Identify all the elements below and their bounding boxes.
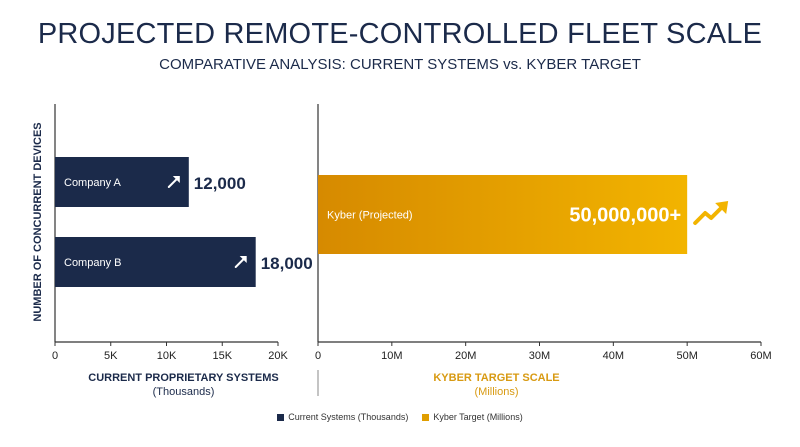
x-tick-label: 20M: [455, 350, 476, 362]
x-tick-label: 50M: [676, 350, 697, 362]
chart-title: PROJECTED REMOTE-CONTROLLED FLEET SCALE: [37, 18, 763, 50]
chart-subtitle: COMPARATIVE ANALYSIS: CURRENT SYSTEMS vs…: [159, 56, 641, 73]
legend-label-current: Current Systems (Thousands): [288, 412, 409, 422]
y-axis-label: NUMBER OF CONCURRENT DEVICES: [32, 122, 44, 321]
legend-item-current: Current Systems (Thousands): [277, 412, 408, 422]
legend-swatch-current: [277, 413, 285, 421]
bar: [55, 237, 256, 287]
bar: [318, 175, 688, 254]
x-tick-label: 0: [315, 350, 321, 362]
x-tick-label: 5K: [104, 350, 118, 362]
bar-category-label: Kyber (Projected): [327, 210, 413, 222]
bar-value-label: 18,000: [261, 254, 313, 273]
bar-value-label: 50,000,000+: [569, 205, 681, 227]
x-tick-label: 15K: [212, 350, 232, 362]
legend-label-kyber: Kyber Target (Millions): [433, 412, 523, 422]
x-tick-label: 0: [52, 350, 58, 362]
current-systems-panel: 0 5K 10K 15K 20K Company A 12,000 Company B 18,0…: [52, 104, 313, 398]
legend-swatch-kyber: [422, 413, 430, 421]
bar: [55, 157, 189, 207]
x-axis-title: CURRENT PROPRIETARY SYSTEMS: [88, 372, 279, 384]
x-tick-label: 10K: [157, 350, 177, 362]
bar-value-label: 12,000: [194, 174, 246, 193]
trend-arrow-icon: [167, 176, 180, 188]
growth-chart-icon: [693, 201, 729, 225]
trend-arrow-icon: [234, 256, 247, 268]
legend: Current Systems (Thousands) Kyber Target…: [0, 412, 800, 422]
kyber-target-panel: 0 10M 20M 30M 40M 50M 60M Kyber (Projected) 50,0…: [315, 104, 772, 398]
x-tick-label: 10M: [381, 350, 402, 362]
legend-item-kyber: Kyber Target (Millions): [422, 412, 523, 422]
x-tick-label: 60M: [750, 350, 771, 362]
x-tick-label: 20K: [268, 350, 288, 362]
x-tick-label: 30M: [529, 350, 550, 362]
bar-category-label: Company A: [64, 177, 122, 189]
x-axis-title: KYBER TARGET SCALE: [433, 372, 559, 384]
x-axis-unit: (Thousands): [153, 386, 215, 398]
x-tick-label: 40M: [603, 350, 624, 362]
bar-category-label: Company B: [64, 257, 121, 269]
x-axis-unit: (Millions): [475, 386, 519, 398]
